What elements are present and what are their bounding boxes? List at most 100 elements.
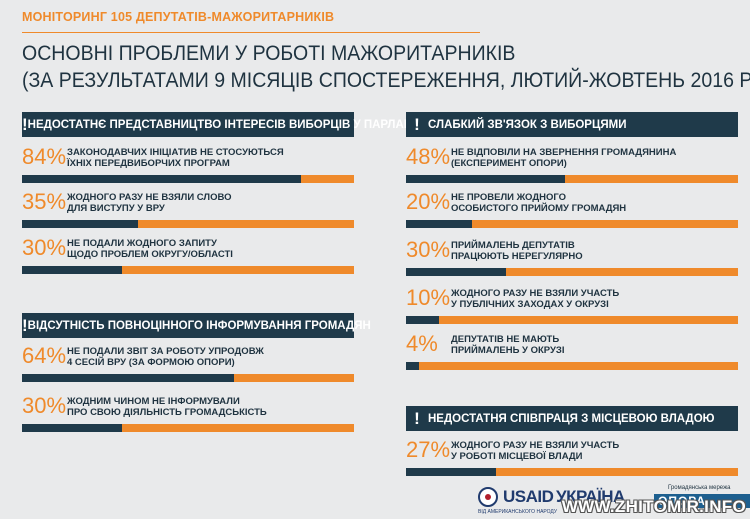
progress-bar [406, 268, 738, 276]
progress-bar [22, 424, 354, 432]
ukraine-logo: УКРАЇНА [556, 487, 625, 506]
progress-bar-fill [22, 175, 301, 183]
progress-bar [22, 266, 354, 274]
stat-description: ЖОДНИМ ЧИНОМ НЕ ІНФОРМУВАЛИ ПРО СВОЮ ДІЯЛ… [67, 396, 267, 418]
stat-percent: 10% [406, 285, 451, 310]
stat-description: НЕ ПОДАЛИ ЗВІТ ЗА РОБОТУ УПРОДОВЖ 4 СЕСІЙ… [67, 346, 264, 368]
stat-percent: 35% [22, 189, 67, 214]
progress-bar [22, 175, 354, 183]
stat-description-line: НЕ ПОДАЛИ ЖОДНОГО ЗАПИТУ [67, 238, 217, 249]
stat-percent: 64% [22, 343, 67, 368]
stat-description-line: ЖОДНОГО РАЗУ НЕ ВЗЯЛИ УЧАСТЬ [451, 440, 620, 451]
usaid-tagline: ВІД АМЕРИКАНСЬКОГО НАРОДУ [478, 509, 558, 515]
exclamation-icon: ! [414, 408, 420, 428]
stat-description-line: ЖОДНИМ ЧИНОМ НЕ ІНФОРМУВАЛИ [67, 396, 240, 407]
stat-description-line: У РОБОТІ МІСЦЕВОЇ ВЛАДИ [451, 451, 583, 462]
stat-item: 4% ДЕПУТАТІВ НЕ МАЮТЬ ПРИЙМАЛЕНЬ У ОКРУЗІ [406, 332, 738, 372]
progress-bar [406, 468, 738, 476]
stat-item: 10% ЖОДНОГО РАЗУ НЕ ВЗЯЛИ УЧАСТЬ У ПУБЛІЧН… [406, 286, 738, 326]
progress-bar [406, 220, 738, 228]
progress-bar-fill [22, 424, 122, 432]
stat-description: ЖОДНОГО РАЗУ НЕ ВЗЯЛИ УЧАСТЬ У ПУБЛІЧНИХ … [451, 288, 619, 310]
section-header-information: ! ВІДСУТНІСТЬ ПОВНОЦІННОГО ІНФОРМУВАННЯ … [22, 313, 371, 338]
opora-tagline: Громадянська мережа [668, 485, 731, 491]
stat-description: НЕ ВІДПОВІЛИ НА ЗВЕРНЕННЯ ГРОМАДЯНИНА (ЕК… [451, 147, 676, 169]
section-heading: ВІДСУТНІСТЬ ПОВНОЦІННОГО ІНФОРМУВАННЯ ГР… [27, 319, 371, 332]
progress-bar [406, 362, 738, 370]
progress-bar-fill [22, 374, 235, 382]
stat-item: 30% ЖОДНИМ ЧИНОМ НЕ ІНФОРМУВАЛИ ПРО СВОЮ Д… [22, 394, 354, 434]
opora-logo: ОПОРА [658, 494, 706, 508]
stat-description-line: ДЛЯ ВИСТУПУ У ВРУ [67, 203, 165, 214]
stat-description: ДЕПУТАТІВ НЕ МАЮТЬ ПРИЙМАЛЕНЬ У ОКРУЗІ [451, 334, 565, 356]
progress-bar-fill [406, 316, 440, 324]
usaid-logo: USAID [503, 487, 554, 506]
progress-bar [22, 374, 354, 382]
stat-percent: 48% [406, 144, 451, 169]
stat-item: 20% НЕ ПРОВЕЛИ ЖОДНОГО ОСОБИСТОГО ПРИЙОМУ … [406, 190, 738, 230]
stat-item: 48% НЕ ВІДПОВІЛИ НА ЗВЕРНЕННЯ ГРОМАДЯНИНА… [406, 145, 738, 185]
stat-description: ЖОДНОГО РАЗУ НЕ ВЗЯЛИ УЧАСТЬ У РОБОТІ МІС… [451, 440, 619, 462]
stat-percent: 4% [406, 331, 438, 356]
stat-description-line: НЕ ПРОВЕЛИ ЖОДНОГО [451, 192, 566, 203]
stat-percent: 20% [406, 189, 451, 214]
stat-item: 27% ЖОДНОГО РАЗУ НЕ ВЗЯЛИ УЧАСТЬ У РОБОТІ … [406, 438, 738, 478]
page-title: ОСНОВНІ ПРОБЛЕМИ У РОБОТІ МАЖОРИТАРНИКІВ… [22, 40, 750, 94]
stat-description-line: ПРИЙМАЛЕНЬ ДЕПУТАТІВ [451, 240, 575, 251]
stat-item: 35% ЖОДНОГО РАЗУ НЕ ВЗЯЛИ СЛОВО ДЛЯ ВИСТУП… [22, 190, 354, 230]
stat-item: 30% ПРИЙМАЛЕНЬ ДЕПУТАТІВ ПРАЦЮЮТЬ НЕРЕГУЛЯ… [406, 238, 738, 278]
progress-bar-fill [406, 362, 420, 370]
exclamation-icon: ! [414, 114, 420, 134]
stat-percent: 30% [406, 237, 451, 262]
section-header-representation: ! НЕДОСТАТНЄ ПРЕДСТАВНИЦТВО ІНТЕРЕСІВ ВИ… [22, 112, 440, 137]
stat-description-line: ЖОДНОГО РАЗУ НЕ ВЗЯЛИ УЧАСТЬ [451, 288, 620, 299]
stat-description-line: ЩОДО ПРОБЛЕМ ОКРУГУ/ОБЛАСТІ [67, 249, 233, 260]
exclamation-icon: ! [22, 114, 28, 134]
stat-description-line: (ЕКСПЕРИМЕНТ ОПОРИ) [451, 158, 567, 169]
stat-percent: 30% [22, 235, 67, 260]
stat-percent: 30% [22, 393, 67, 418]
stat-description: НЕ ПРОВЕЛИ ЖОДНОГО ОСОБИСТОГО ПРИЙОМУ ГРО… [451, 192, 626, 214]
section-heading: СЛАБКИЙ ЗВ'ЯЗОК З ВИБОРЦЯМИ [428, 118, 627, 131]
stat-description-line: НЕ ПОДАЛИ ЗВІТ ЗА РОБОТУ УПРОДОВЖ [67, 346, 264, 357]
progress-bar [406, 316, 738, 324]
watermark: WWW.ZHITOMIR.INFO [561, 497, 746, 516]
progress-bar-fill [406, 220, 473, 228]
stat-description-line: У ПУБЛІЧНИХ ЗАХОДАХ У ОКРУЗІ [451, 299, 609, 310]
stat-description-line: ЖОДНОГО РАЗУ НЕ ВЗЯЛИ СЛОВО [67, 192, 232, 203]
progress-bar-fill [406, 175, 566, 183]
stat-description-line: 4 СЕСІЙ ВРУ (ЗА ФОРМОЮ ОПОРИ) [67, 357, 235, 368]
partner-logos: USAID ВІД АМЕРИКАНСЬКОГО НАРОДУ УКРАЇНА … [478, 485, 750, 519]
stat-percent: 27% [406, 437, 451, 462]
stat-item: 64% НЕ ПОДАЛИ ЗВІТ ЗА РОБОТУ УПРОДОВЖ 4 СЕ… [22, 344, 354, 384]
stat-description-line: ЇХНІХ ПЕРЕДВИБОРЧИХ ПРОГРАМ [67, 158, 230, 169]
progress-bar-fill [406, 268, 506, 276]
title-line-2: (ЗА РЕЗУЛЬТАТАМИ 9 МІСЯЦІВ СПОСТЕРЕЖЕННЯ… [22, 69, 750, 92]
title-line-1: ОСНОВНІ ПРОБЛЕМИ У РОБОТІ МАЖОРИТАРНИКІВ [22, 42, 516, 65]
stat-description-line: ПРО СВОЮ ДІЯЛЬНІСТЬ ГРОМАДСЬКІСТЬ [67, 407, 267, 418]
opora-logo-box [654, 494, 750, 508]
stat-item: 30% НЕ ПОДАЛИ ЖОДНОГО ЗАПИТУ ЩОДО ПРОБЛЕМ … [22, 236, 354, 276]
stat-percent: 84% [22, 144, 67, 169]
stat-description-line: ДЕПУТАТІВ НЕ МАЮТЬ [451, 334, 560, 345]
section-heading: НЕДОСТАТНЄ ПРЕДСТАВНИЦТВО ІНТЕРЕСІВ ВИБО… [27, 118, 440, 131]
stat-item: 84% ЗАКОНОДАВЧИХ ІНІЦІАТИВ НЕ СТОСУЮТЬСЯ Ї… [22, 145, 354, 185]
section-header-cooperation: ! НЕДОСТАТНЯ СПІВПРАЦЯ З МІСЦЕВОЮ ВЛАДОЮ [406, 406, 738, 431]
progress-bar [406, 175, 738, 183]
usaid-seal-icon [478, 487, 498, 507]
exclamation-icon: ! [22, 315, 28, 335]
section-heading: НЕДОСТАТНЯ СПІВПРАЦЯ З МІСЦЕВОЮ ВЛАДОЮ [428, 412, 715, 425]
stat-description-line: ПРИЙМАЛЕНЬ У ОКРУЗІ [451, 345, 565, 356]
stat-description: ПРИЙМАЛЕНЬ ДЕПУТАТІВ ПРАЦЮЮТЬ НЕРЕГУЛЯРНО [451, 240, 583, 262]
kicker: МОНІТОРИНГ 105 ДЕПУТАТІВ-МАЖОРИТАРНИКІВ [22, 10, 335, 24]
stat-description-line: НЕ ВІДПОВІЛИ НА ЗВЕРНЕННЯ ГРОМАДЯНИНА [451, 147, 677, 158]
progress-bar-fill [406, 468, 496, 476]
stat-description: НЕ ПОДАЛИ ЖОДНОГО ЗАПИТУ ЩОДО ПРОБЛЕМ ОКР… [67, 238, 233, 260]
stat-description-line: ЗАКОНОДАВЧИХ ІНІЦІАТИВ НЕ СТОСУЮТЬСЯ [67, 147, 284, 158]
progress-bar-fill [22, 266, 122, 274]
stat-description-line: ОСОБИСТОГО ПРИЙОМУ ГРОМАДЯН [451, 203, 627, 214]
stat-description: ЗАКОНОДАВЧИХ ІНІЦІАТИВ НЕ СТОСУЮТЬСЯ ЇХНІ… [67, 147, 284, 169]
stat-description-line: ПРАЦЮЮТЬ НЕРЕГУЛЯРНО [451, 251, 583, 262]
stat-description: ЖОДНОГО РАЗУ НЕ ВЗЯЛИ СЛОВО ДЛЯ ВИСТУПУ У… [67, 192, 231, 214]
kicker-divider [22, 32, 480, 33]
